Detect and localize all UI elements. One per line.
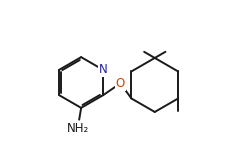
- Text: O: O: [116, 77, 125, 90]
- Text: N: N: [99, 63, 108, 76]
- Text: NH₂: NH₂: [67, 122, 89, 135]
